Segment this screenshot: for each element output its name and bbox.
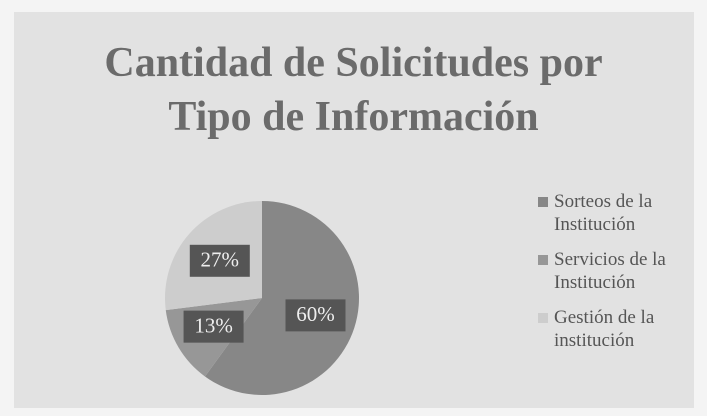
label-box: [183, 310, 244, 343]
legend: Sorteos de la Institución Servicios de la…: [538, 190, 688, 364]
legend-label: Sorteos de la Institución: [554, 191, 653, 235]
data-label: 13%: [194, 313, 233, 337]
label-box: [189, 244, 250, 277]
legend-label: Servicios de la Institución: [554, 249, 666, 293]
label-box: [285, 299, 346, 332]
title-text: Cantidad de Solicitudes por Tipo de Info…: [104, 40, 603, 140]
legend-swatch: [538, 197, 548, 207]
data-label: 60%: [296, 302, 335, 326]
legend-swatch: [538, 255, 548, 265]
legend-item: Sorteos de la Institución: [538, 190, 688, 236]
pie-slice: [204, 201, 359, 395]
chart-panel: [14, 12, 694, 408]
legend-label: Gestión de la institución: [554, 307, 655, 351]
legend-item: Gestión de la institución: [538, 306, 688, 352]
data-label: 27%: [201, 248, 240, 272]
legend-swatch: [538, 313, 548, 323]
legend-item: Servicios de la Institución: [538, 248, 688, 294]
chart-title: Cantidad de Solicitudes por Tipo de Info…: [0, 36, 707, 144]
